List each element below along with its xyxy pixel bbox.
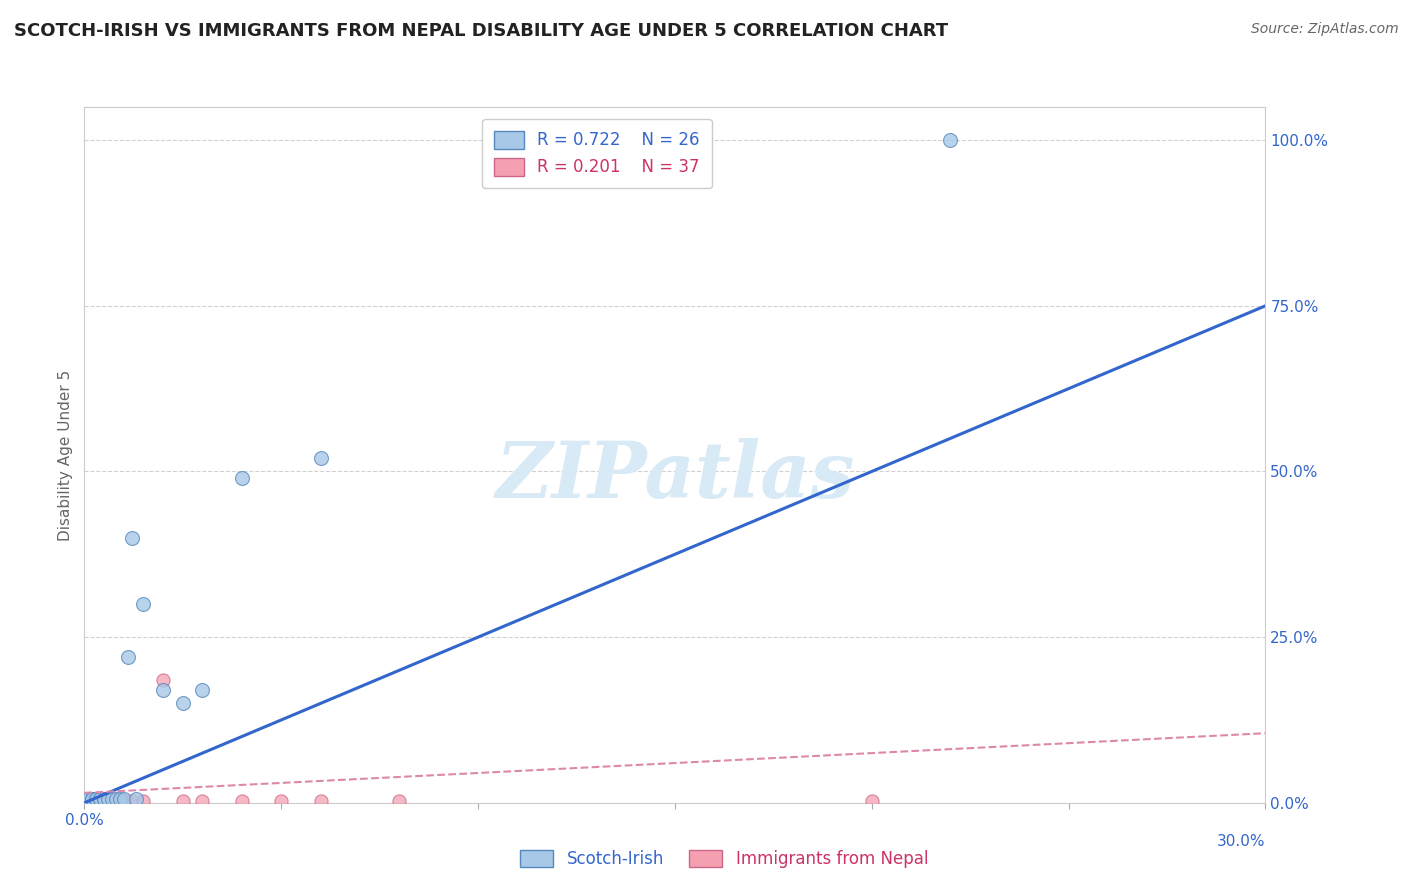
Point — [77, 794, 100, 808]
Legend: Scotch-Irish, Immigrants from Nepal: Scotch-Irish, Immigrants from Nepal — [513, 843, 935, 875]
Point — [77, 794, 100, 808]
Point — [860, 794, 883, 808]
Point — [77, 794, 100, 808]
Legend: R = 0.722    N = 26, R = 0.201    N = 37: R = 0.722 N = 26, R = 0.201 N = 37 — [482, 119, 711, 188]
Point — [89, 792, 111, 806]
Point — [309, 794, 332, 808]
Point — [309, 451, 332, 466]
Point — [77, 794, 100, 808]
Point — [152, 683, 174, 698]
Point — [104, 792, 127, 806]
Point — [93, 794, 115, 808]
Point — [231, 471, 253, 485]
Point — [93, 794, 115, 808]
Point — [172, 697, 194, 711]
Point — [104, 794, 127, 808]
Point — [191, 794, 214, 808]
Point — [77, 792, 100, 806]
Point — [152, 673, 174, 688]
Point — [112, 794, 135, 808]
Point — [117, 650, 139, 665]
Point — [77, 794, 100, 808]
Text: ZIPatlas: ZIPatlas — [495, 438, 855, 514]
Point — [112, 792, 135, 806]
Point — [77, 792, 100, 806]
Point — [77, 794, 100, 808]
Point — [101, 792, 124, 806]
Point — [104, 794, 127, 808]
Point — [132, 794, 155, 808]
Point — [84, 792, 107, 806]
Point — [84, 794, 107, 808]
Point — [77, 794, 100, 808]
Text: 30.0%: 30.0% — [1218, 834, 1265, 849]
Point — [191, 683, 214, 698]
Point — [939, 133, 962, 147]
Point — [89, 792, 111, 806]
Y-axis label: Disability Age Under 5: Disability Age Under 5 — [58, 369, 73, 541]
Point — [82, 792, 104, 806]
Point — [82, 792, 104, 806]
Point — [84, 794, 107, 808]
Point — [97, 794, 120, 808]
Point — [84, 792, 107, 806]
Text: Source: ZipAtlas.com: Source: ZipAtlas.com — [1251, 22, 1399, 37]
Point — [77, 794, 100, 808]
Point — [121, 531, 143, 545]
Point — [93, 792, 115, 806]
Point — [108, 792, 131, 806]
Text: SCOTCH-IRISH VS IMMIGRANTS FROM NEPAL DISABILITY AGE UNDER 5 CORRELATION CHART: SCOTCH-IRISH VS IMMIGRANTS FROM NEPAL DI… — [14, 22, 948, 40]
Point — [270, 794, 292, 808]
Point — [77, 794, 100, 808]
Point — [82, 794, 104, 808]
Point — [77, 792, 100, 806]
Point — [84, 794, 107, 808]
Point — [172, 794, 194, 808]
Point — [82, 794, 104, 808]
Point — [97, 792, 120, 806]
Point — [93, 792, 115, 806]
Point — [97, 794, 120, 808]
Point — [388, 794, 411, 808]
Point — [132, 597, 155, 611]
Point — [89, 794, 111, 808]
Point — [124, 792, 146, 806]
Point — [82, 794, 104, 808]
Point — [89, 794, 111, 808]
Point — [121, 794, 143, 808]
Point — [82, 794, 104, 808]
Point — [101, 794, 124, 808]
Point — [112, 794, 135, 808]
Point — [231, 794, 253, 808]
